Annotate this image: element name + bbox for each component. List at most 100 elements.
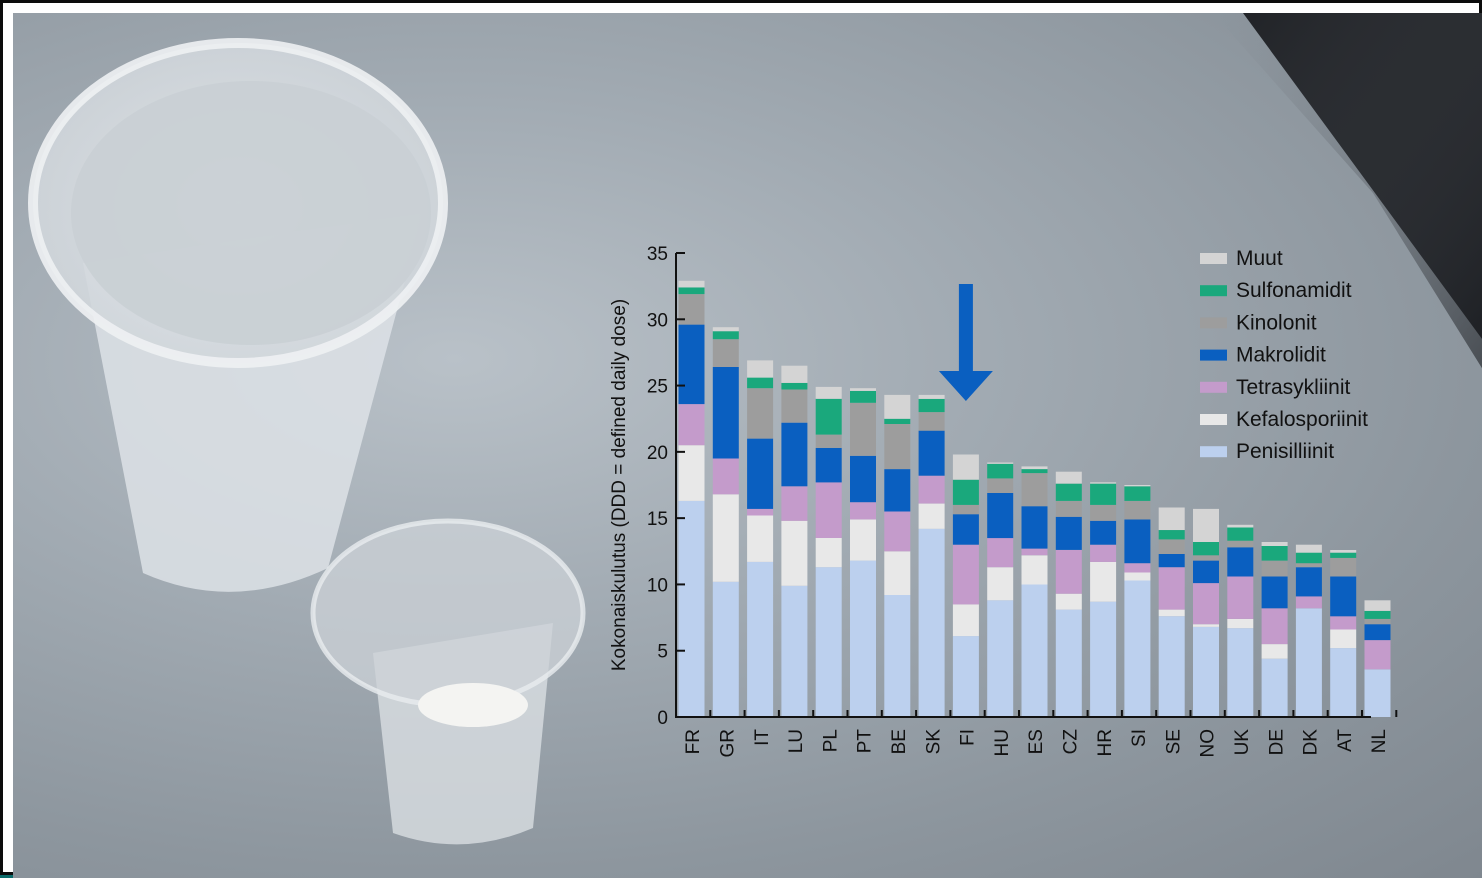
bar-segment-BE-sulfonamidit	[884, 418, 911, 424]
legend-label: Makrolidit	[1236, 344, 1326, 367]
x-tick-label: AT	[1335, 729, 1356, 752]
bar-segment-NO-kefalosporiinit	[1193, 624, 1219, 627]
x-tick-label: SK	[923, 729, 944, 755]
bar-segment-AT-makrolidit	[1330, 576, 1357, 617]
bar-segment-FI-makrolidit	[952, 514, 979, 545]
y-tick-label: 5	[657, 642, 668, 663]
bar-segment-FI-kinolonit	[952, 504, 979, 515]
bar-segment-IT-tetrasykliinit	[747, 508, 774, 516]
bar-segment-FR-tetrasykliinit	[678, 404, 705, 446]
bar-segment-SE-tetrasykliinit	[1158, 567, 1185, 610]
bar-segment-SK-penisilliinit	[918, 528, 945, 717]
bar-segment-HU-sulfonamidit	[987, 463, 1014, 479]
bar-segment-PT-kefalosporiinit	[850, 519, 876, 561]
bars-layer	[678, 280, 1391, 717]
x-tick-label: GR	[717, 729, 738, 758]
bar-segment-PL-penisilliinit	[815, 567, 842, 717]
bar-segment-NO-makrolidit	[1193, 560, 1219, 584]
bar-segment-PT-makrolidit	[850, 455, 876, 503]
bar-segment-DE-kinolonit	[1261, 560, 1288, 577]
x-tick-label: SE	[1163, 729, 1184, 754]
bar-segment-CZ-makrolidit	[1055, 516, 1082, 550]
bar-segment-HU-kefalosporiinit	[987, 567, 1014, 601]
bar-segment-PT-sulfonamidit	[850, 390, 876, 403]
bar-segment-AT-kefalosporiinit	[1330, 629, 1357, 649]
bar-segment-GR-kinolonit	[712, 339, 739, 367]
y-tick-label: 20	[647, 443, 668, 464]
bar-segment-PT-muut	[850, 388, 876, 391]
x-tick-label: SI	[1129, 729, 1150, 747]
x-tick-label: CZ	[1060, 729, 1081, 755]
x-tick-label: FR	[683, 729, 704, 754]
legend: Muut Sulfonamidit Kinolonit Makrolidit Tetra…	[1200, 247, 1368, 463]
bar-segment-BE-kefalosporiinit	[884, 551, 911, 595]
bar-segment-SK-tetrasykliinit	[918, 475, 945, 504]
bar-segment-CZ-sulfonamidit	[1055, 483, 1082, 501]
bar-segment-LU-kinolonit	[781, 389, 808, 423]
bar-segment-SI-kefalosporiinit	[1124, 572, 1151, 581]
bar-segment-BE-kinolonit	[884, 424, 911, 470]
bar-segment-DE-penisilliinit	[1261, 658, 1288, 717]
x-tick-label: ES	[1026, 729, 1047, 754]
x-tick-label: IT	[752, 729, 773, 746]
bar-segment-AT-sulfonamidit	[1330, 552, 1357, 558]
bar-segment-IT-penisilliinit	[747, 561, 774, 717]
bar-segment-AT-muut	[1330, 550, 1357, 553]
bar-segment-UK-penisilliinit	[1227, 628, 1254, 717]
y-axis-title: Kokonaiskulutus (DDD = defined daily dos…	[609, 299, 630, 671]
bar-segment-FR-kefalosporiinit	[678, 445, 705, 501]
bar-segment-SE-makrolidit	[1158, 553, 1185, 568]
bar-segment-GR-penisilliinit	[712, 581, 739, 717]
bar-segment-CZ-penisilliinit	[1055, 609, 1082, 717]
bar-segment-BE-penisilliinit	[884, 595, 911, 717]
bar-segment-HR-sulfonamidit	[1090, 483, 1117, 505]
legend-swatch	[1200, 349, 1227, 361]
bar-segment-AT-tetrasykliinit	[1330, 616, 1357, 630]
bar-segment-DK-tetrasykliinit	[1295, 596, 1322, 609]
bar-segment-NO-penisilliinit	[1193, 626, 1219, 717]
bar-segment-PT-tetrasykliinit	[850, 502, 876, 520]
bar-segment-CZ-kinolonit	[1055, 500, 1082, 517]
bar-segment-UK-makrolidit	[1227, 547, 1254, 577]
bar-segment-SE-kinolonit	[1158, 539, 1185, 554]
bar-segment-LU-sulfonamidit	[781, 382, 808, 390]
y-tick-label: 15	[647, 509, 668, 530]
bar-segment-FI-kefalosporiinit	[952, 604, 979, 637]
bar-segment-FI-tetrasykliinit	[952, 544, 979, 605]
legend-swatch	[1200, 446, 1227, 458]
y-tick-label: 0	[657, 708, 668, 729]
legend-label: Kefalosporiinit	[1236, 408, 1368, 431]
bar-segment-PL-muut	[815, 386, 842, 399]
bar-segment-ES-tetrasykliinit	[1021, 548, 1048, 556]
bar-segment-NL-kinolonit	[1364, 618, 1391, 625]
bar-segment-PT-penisilliinit	[850, 560, 876, 717]
bar-segment-FR-makrolidit	[678, 324, 705, 405]
bar-segment-PL-kinolonit	[815, 434, 842, 448]
legend-label: Tetrasykliinit	[1236, 376, 1351, 399]
stacked-bar-chart: 0 5 10 15 20 25 30 35 FR GR IT LU PL PT BE SK FI HU ES CZ HR…	[609, 244, 1398, 758]
x-tick-label: FI	[958, 729, 979, 746]
bar-segment-HU-muut	[987, 462, 1014, 464]
bar-segment-IT-makrolidit	[747, 438, 774, 509]
bar-segment-HR-kefalosporiinit	[1090, 561, 1117, 602]
x-tick-label: HR	[1095, 729, 1116, 756]
x-tick-label: DE	[1266, 729, 1287, 755]
bar-segment-GR-tetrasykliinit	[712, 458, 739, 495]
bar-segment-IT-kefalosporiinit	[747, 515, 774, 562]
bar-segment-SI-kinolonit	[1124, 500, 1151, 520]
bar-segment-HR-penisilliinit	[1090, 601, 1117, 717]
bar-segment-ES-kefalosporiinit	[1021, 555, 1048, 585]
bar-segment-HU-penisilliinit	[987, 600, 1014, 717]
bar-segment-SI-muut	[1124, 485, 1151, 487]
bar-segment-LU-penisilliinit	[781, 585, 808, 717]
bar-segment-NL-tetrasykliinit	[1364, 640, 1391, 670]
bar-segment-SI-makrolidit	[1124, 519, 1151, 564]
bar-segment-ES-makrolidit	[1021, 506, 1048, 549]
bar-segment-NL-makrolidit	[1364, 624, 1391, 641]
bar-segment-FR-sulfonamidit	[678, 287, 705, 295]
x-tick-label: PT	[855, 729, 876, 754]
bar-segment-DK-sulfonamidit	[1295, 552, 1322, 564]
bar-segment-DE-kefalosporiinit	[1261, 644, 1288, 659]
bar-segment-DE-tetrasykliinit	[1261, 608, 1288, 645]
